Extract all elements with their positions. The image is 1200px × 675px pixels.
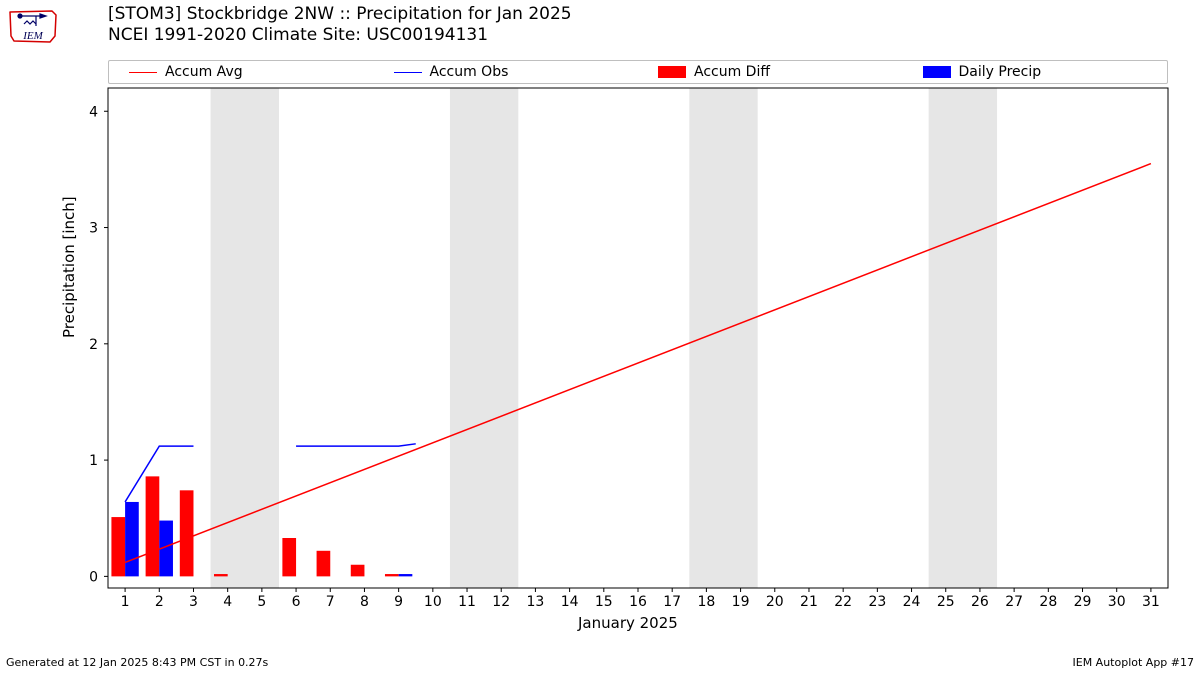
bar-accum_diff bbox=[385, 574, 399, 576]
x-tick-label: 5 bbox=[257, 594, 266, 610]
bar-accum_diff bbox=[146, 476, 160, 576]
legend-entry-0: Accum Avg bbox=[109, 64, 374, 80]
x-tick-label: 1 bbox=[121, 594, 130, 610]
footer-app: IEM Autoplot App #17 bbox=[1073, 656, 1195, 669]
legend-label: Daily Precip bbox=[959, 64, 1042, 80]
plot-svg: 1234567891011121314151617181920212223242… bbox=[108, 88, 1168, 588]
x-tick-label: 15 bbox=[595, 594, 613, 610]
x-axis-label: January 2025 bbox=[578, 614, 678, 632]
x-tick-label: 11 bbox=[458, 594, 476, 610]
legend-swatch bbox=[394, 72, 422, 73]
bar-daily_precip bbox=[125, 502, 139, 576]
footer-generated: Generated at 12 Jan 2025 8:43 PM CST in … bbox=[6, 656, 268, 669]
legend: Accum Avg Accum Obs Accum Diff Daily Precip bbox=[108, 60, 1168, 84]
title-line-2: NCEI 1991-2020 Climate Site: USC00194131 bbox=[108, 25, 572, 46]
x-tick-label: 19 bbox=[732, 594, 750, 610]
y-tick-label: 0 bbox=[89, 569, 98, 585]
x-tick-label: 27 bbox=[1005, 594, 1023, 610]
x-tick-label: 3 bbox=[189, 594, 198, 610]
x-tick-label: 9 bbox=[394, 594, 403, 610]
legend-label: Accum Obs bbox=[430, 64, 509, 80]
x-tick-label: 10 bbox=[424, 594, 442, 610]
plot-area: 1234567891011121314151617181920212223242… bbox=[108, 88, 1168, 588]
legend-entry-2: Accum Diff bbox=[638, 64, 903, 80]
x-tick-label: 24 bbox=[903, 594, 921, 610]
legend-entry-1: Accum Obs bbox=[374, 64, 639, 80]
x-tick-label: 21 bbox=[800, 594, 818, 610]
weekend-band bbox=[929, 88, 997, 588]
legend-swatch bbox=[923, 66, 951, 78]
x-tick-label: 23 bbox=[868, 594, 886, 610]
x-tick-label: 8 bbox=[360, 594, 369, 610]
legend-label: Accum Avg bbox=[165, 64, 243, 80]
x-tick-label: 25 bbox=[937, 594, 955, 610]
x-tick-label: 30 bbox=[1108, 594, 1126, 610]
x-tick-label: 4 bbox=[223, 594, 232, 610]
legend-swatch bbox=[658, 66, 686, 78]
x-tick-label: 7 bbox=[326, 594, 335, 610]
legend-swatch bbox=[129, 72, 157, 73]
y-tick-label: 4 bbox=[89, 104, 98, 120]
line-accum_obs_seg2 bbox=[296, 444, 416, 446]
x-tick-label: 13 bbox=[527, 594, 545, 610]
x-tick-label: 29 bbox=[1074, 594, 1092, 610]
x-tick-label: 18 bbox=[697, 594, 715, 610]
y-tick-label: 3 bbox=[89, 221, 98, 237]
bar-accum_diff bbox=[317, 551, 331, 577]
bar-accum_diff bbox=[180, 490, 194, 576]
bar-accum_diff bbox=[351, 565, 365, 577]
title-line-1: [STOM3] Stockbridge 2NW :: Precipitation… bbox=[108, 4, 572, 25]
x-tick-label: 22 bbox=[834, 594, 852, 610]
x-tick-label: 20 bbox=[766, 594, 784, 610]
y-tick-label: 2 bbox=[89, 337, 98, 353]
x-tick-label: 16 bbox=[629, 594, 647, 610]
legend-entry-3: Daily Precip bbox=[903, 64, 1168, 80]
x-tick-label: 2 bbox=[155, 594, 164, 610]
legend-label: Accum Diff bbox=[694, 64, 770, 80]
x-tick-label: 26 bbox=[971, 594, 989, 610]
weekend-band bbox=[450, 88, 518, 588]
logo-text: IEM bbox=[22, 30, 43, 42]
x-tick-label: 17 bbox=[663, 594, 681, 610]
bar-accum_diff bbox=[111, 517, 125, 576]
bar-daily_precip bbox=[399, 574, 413, 576]
bar-accum_diff bbox=[214, 574, 228, 576]
x-tick-label: 6 bbox=[292, 594, 301, 610]
y-axis-label: Precipitation [inch] bbox=[60, 196, 78, 338]
chart-title: [STOM3] Stockbridge 2NW :: Precipitation… bbox=[108, 4, 572, 47]
x-tick-label: 28 bbox=[1039, 594, 1057, 610]
site-logo: IEM bbox=[6, 6, 60, 46]
bar-accum_diff bbox=[282, 538, 296, 576]
weekend-band bbox=[211, 88, 279, 588]
x-tick-label: 14 bbox=[561, 594, 579, 610]
weekend-band bbox=[689, 88, 757, 588]
y-tick-label: 1 bbox=[89, 453, 98, 469]
x-tick-label: 12 bbox=[492, 594, 510, 610]
x-tick-label: 31 bbox=[1142, 594, 1160, 610]
